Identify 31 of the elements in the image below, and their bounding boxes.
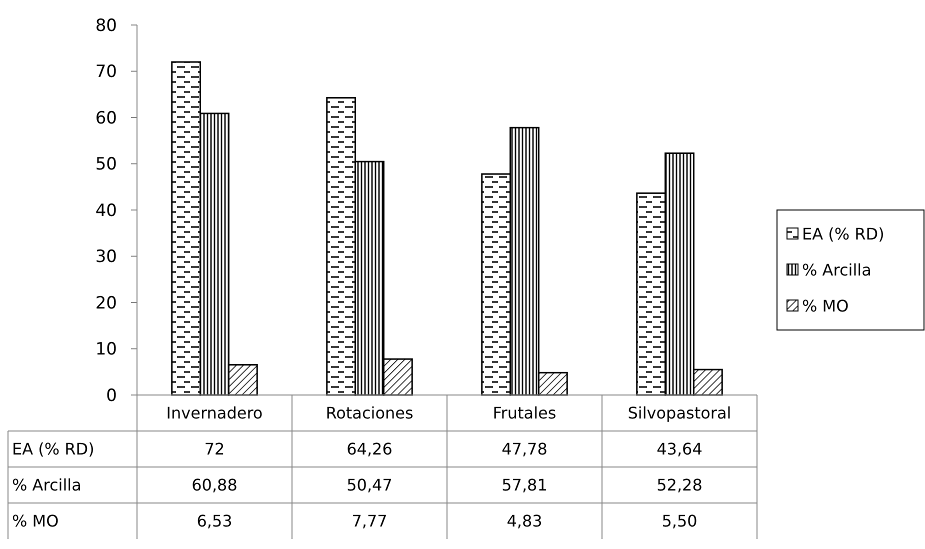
data-label: 57,81 [502, 476, 548, 495]
data-label: 7,77 [352, 512, 388, 531]
legend-label: % Arcilla [802, 260, 872, 280]
data-label: 4,83 [506, 512, 542, 531]
x-tick-label: Invernadero [166, 404, 263, 423]
y-tick-label: 0 [106, 386, 117, 406]
data-label: 52,28 [656, 476, 702, 495]
data-label: 64,26 [346, 440, 392, 459]
x-tick-label: Frutales [492, 404, 556, 423]
y-tick-label: 50 [95, 154, 117, 175]
y-tick-label: 30 [95, 247, 117, 268]
data-label: 5,50 [662, 512, 698, 531]
y-tick-label: 10 [95, 340, 117, 360]
y-tick-label: 80 [95, 16, 117, 36]
data-label: 60,88 [192, 476, 238, 495]
y-tick-label: 60 [95, 108, 117, 128]
text: EA (% RD) [12, 440, 94, 459]
legend-label: % MO [802, 296, 849, 316]
legend-label: EA (% RD) [802, 224, 884, 244]
text: % Arcilla [12, 476, 82, 495]
data-label: 6,53 [196, 512, 232, 531]
text: % MO [12, 512, 59, 531]
data-label: 43,64 [656, 440, 702, 459]
y-tick-label: 20 [95, 293, 117, 314]
x-tick-label: Rotaciones [326, 404, 414, 423]
y-tick-label: 40 [95, 200, 117, 221]
data-label: 50,47 [346, 476, 392, 495]
data-label: 72 [204, 440, 225, 459]
y-tick-label: 70 [95, 62, 117, 82]
data-label: 47,78 [502, 440, 548, 459]
x-tick-label: Silvopastoral [628, 404, 732, 423]
